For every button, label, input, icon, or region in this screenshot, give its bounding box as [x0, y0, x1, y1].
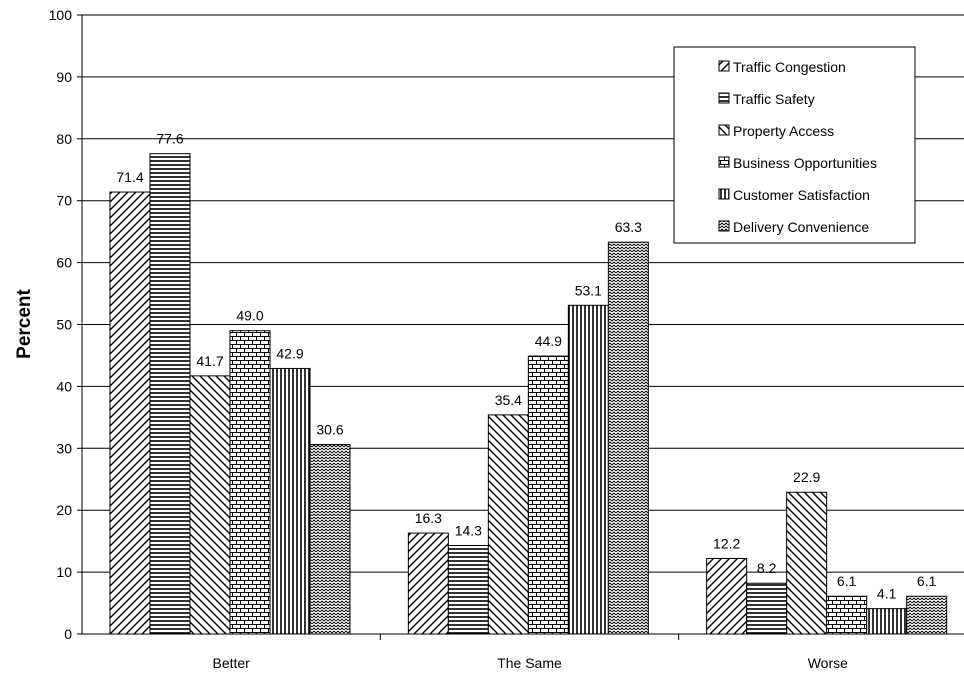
bar [407, 532, 449, 635]
y-tick-label: 0 [64, 626, 72, 642]
data-label: 8.2 [757, 560, 777, 576]
bar [149, 153, 191, 635]
y-tick-label: 10 [56, 564, 72, 580]
x-category-label: Worse [808, 655, 848, 671]
x-category-label: Better [212, 655, 250, 671]
data-label: 4.1 [877, 586, 897, 602]
data-label: 49.0 [236, 308, 263, 324]
data-label: 41.7 [196, 353, 223, 369]
legend-swatch [718, 60, 730, 72]
data-label: 77.6 [156, 131, 183, 147]
bar [866, 608, 908, 635]
y-tick-label: 50 [56, 317, 72, 333]
data-label: 12.2 [713, 535, 740, 551]
axes [81, 15, 964, 635]
legend: Traffic Congestion Traffic Safety Property… [673, 46, 916, 244]
y-tick-label: 60 [56, 255, 72, 271]
legend-swatch [718, 156, 730, 168]
bar [487, 414, 529, 635]
bar [746, 582, 788, 635]
bar [447, 544, 489, 635]
legend-box [673, 46, 916, 244]
bar [109, 191, 151, 635]
y-tick-label: 100 [49, 7, 73, 23]
data-label: 14.3 [455, 522, 482, 538]
y-tick-label: 70 [56, 193, 72, 209]
legend-label: Traffic Safety [733, 91, 815, 107]
y-tick-label: 20 [56, 502, 72, 518]
data-label: 53.1 [575, 282, 602, 298]
data-label: 71.4 [116, 169, 143, 185]
y-tick-label: 80 [56, 131, 72, 147]
data-labels: 71.4 77.6 41.7 49.0 42.9 30.6 16.3 14.3 35.4 44.9… [116, 131, 936, 602]
legend-label: Delivery Convenience [733, 219, 869, 235]
legend-swatch [718, 92, 730, 104]
bars [109, 153, 948, 635]
bar [309, 444, 351, 635]
data-label: 16.3 [415, 510, 442, 526]
data-label: 42.9 [276, 345, 303, 361]
data-label: 30.6 [316, 422, 343, 438]
bar [826, 595, 868, 635]
bar [786, 491, 828, 635]
data-label: 6.1 [837, 573, 857, 589]
legend-swatch [718, 188, 730, 200]
legend-label: Business Opportunities [733, 155, 877, 171]
legend-label: Property Access [733, 123, 834, 139]
legend-label: Traffic Congestion [733, 59, 846, 75]
y-tick-label: 30 [56, 440, 72, 456]
data-label: 35.4 [495, 392, 522, 408]
bar [567, 304, 609, 635]
bar [189, 375, 231, 635]
y-tick-label: 40 [56, 378, 72, 394]
bar [269, 367, 311, 635]
bar [527, 355, 569, 635]
bar [607, 241, 649, 635]
data-label: 44.9 [535, 333, 562, 349]
x-axis-categories: Better The Same Worse [212, 634, 848, 671]
legend-swatch [718, 220, 730, 232]
y-tick-label: 90 [56, 69, 72, 85]
bar [906, 595, 948, 635]
data-label: 6.1 [917, 573, 937, 589]
bar [229, 330, 271, 635]
y-axis-title: Percent [14, 288, 35, 358]
legend-swatch [718, 124, 730, 136]
bar [706, 557, 748, 635]
data-label: 63.3 [615, 219, 642, 235]
x-category-label: The Same [497, 655, 562, 671]
data-label: 22.9 [793, 469, 820, 485]
y-axis-ticks: 0 10 20 30 40 50 60 70 80 90 100 [49, 7, 82, 642]
legend-label: Customer Satisfaction [733, 187, 870, 203]
